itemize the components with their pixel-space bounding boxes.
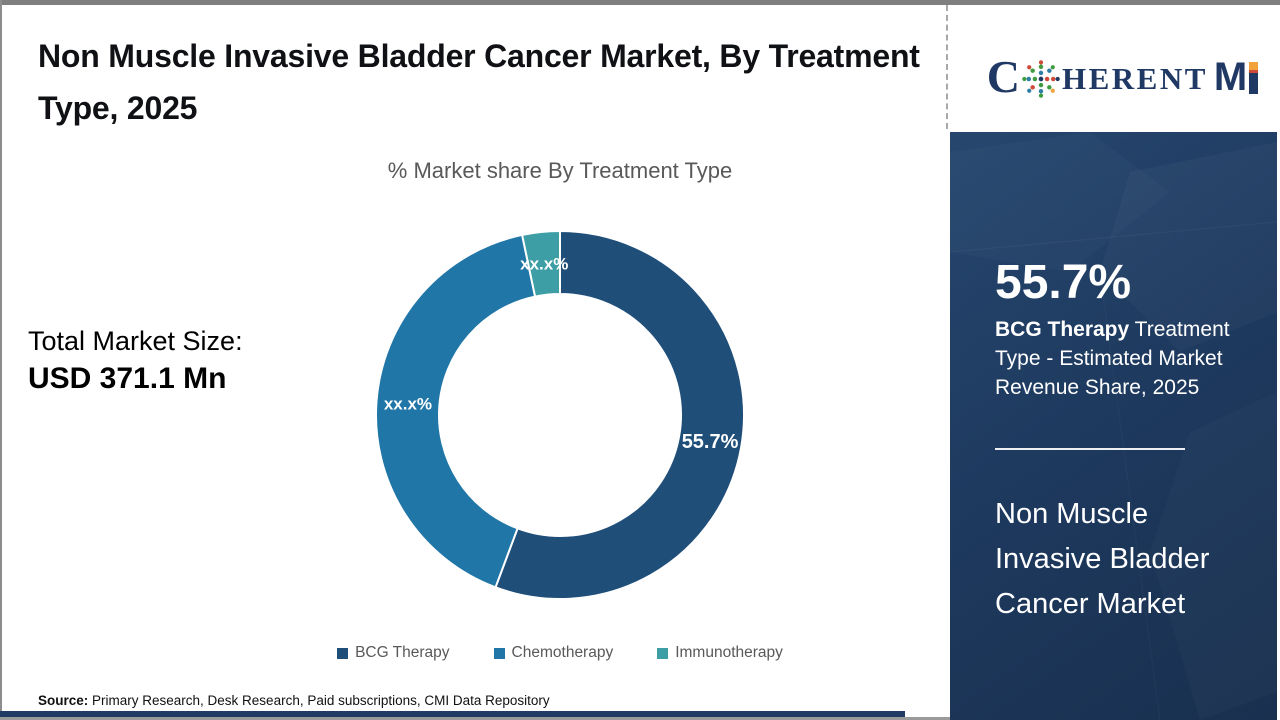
source-note: Source: Primary Research, Desk Research,… — [38, 693, 550, 708]
stat-label-rest: Treatment Type - Estimated Market Revenu… — [995, 318, 1230, 399]
coherentmi-logo: C HERENT M — [975, 46, 1270, 108]
legend-item-immunotherapy: Immunotherapy — [657, 644, 783, 662]
sidebar-map-texture — [950, 221, 1277, 253]
stat-value: 55.7% — [995, 256, 1132, 309]
sidebar-content: 55.7% BCG Therapy Treatment Type - Estim… — [950, 257, 1277, 627]
logo-letter-c: C — [986, 51, 1020, 102]
donut-segment-bcg-therapy — [494, 230, 745, 600]
window-bottom-border — [0, 717, 950, 720]
stat-label-bold: BCG Therapy — [995, 318, 1130, 341]
source-label: Source: — [38, 693, 89, 708]
legend-marker-bcg-therapy — [337, 647, 349, 659]
chart-legend: BCG Therapy Chemotherapy Immunotherapy — [240, 644, 880, 662]
legend-item-bcg-therapy: BCG Therapy — [337, 644, 450, 662]
donut-data-label-chemotherapy: xx.x% — [384, 395, 432, 414]
legend-marker-chemotherapy — [493, 647, 505, 659]
logo-letter-i-bar-icon — [1249, 61, 1259, 94]
source-text: Primary Research, Desk Research, Paid su… — [88, 693, 550, 708]
donut-segment-immunotherapy — [521, 230, 561, 298]
page-title: Non Muscle Invasive Bladder Cancer Marke… — [38, 38, 920, 126]
donut-chart-svg: 55.7% xx.x% xx.x% — [375, 230, 745, 600]
sidebar-divider-line — [995, 448, 1185, 450]
donut-data-label-bcg-therapy: 55.7% — [682, 431, 739, 453]
total-market-size-value: USD 371.1 Mn — [28, 362, 227, 395]
right-sidebar: 55.7% BCG Therapy Treatment Type - Estim… — [950, 132, 1277, 720]
window-top-strip — [0, 0, 1280, 5]
legend-marker-immunotherapy — [657, 647, 669, 659]
logo-letter-m: M — [1213, 55, 1247, 99]
legend-item-chemotherapy: Chemotherapy — [493, 644, 614, 662]
donut-chart: 55.7% xx.x% xx.x% — [372, 227, 748, 603]
stat-label: BCG Therapy Treatment Type - Estimated M… — [995, 315, 1240, 402]
logo-globe-dots-icon — [1022, 60, 1060, 98]
legend-label-chemotherapy: Chemotherapy — [511, 644, 614, 661]
chart-title: % Market share By Treatment Type — [387, 158, 733, 183]
legend-label-bcg-therapy: BCG Therapy — [355, 644, 450, 661]
market-name: Non Muscle Invasive Bladder Cancer Marke… — [995, 498, 1210, 620]
bottom-navy-bar — [0, 711, 905, 717]
legend-label-immunotherapy: Immunotherapy — [675, 644, 783, 661]
total-market-size-label: Total Market Size: — [28, 326, 243, 356]
donut-data-label-immunotherapy: xx.x% — [520, 254, 568, 273]
window-left-border — [0, 0, 2, 720]
donut-segment-chemotherapy — [375, 233, 537, 589]
dashed-divider-line — [946, 5, 948, 129]
total-market-size-block: Total Market Size: USD 371.1 Mn — [28, 324, 243, 398]
logo-letters-herent: HERENT — [1061, 60, 1208, 96]
